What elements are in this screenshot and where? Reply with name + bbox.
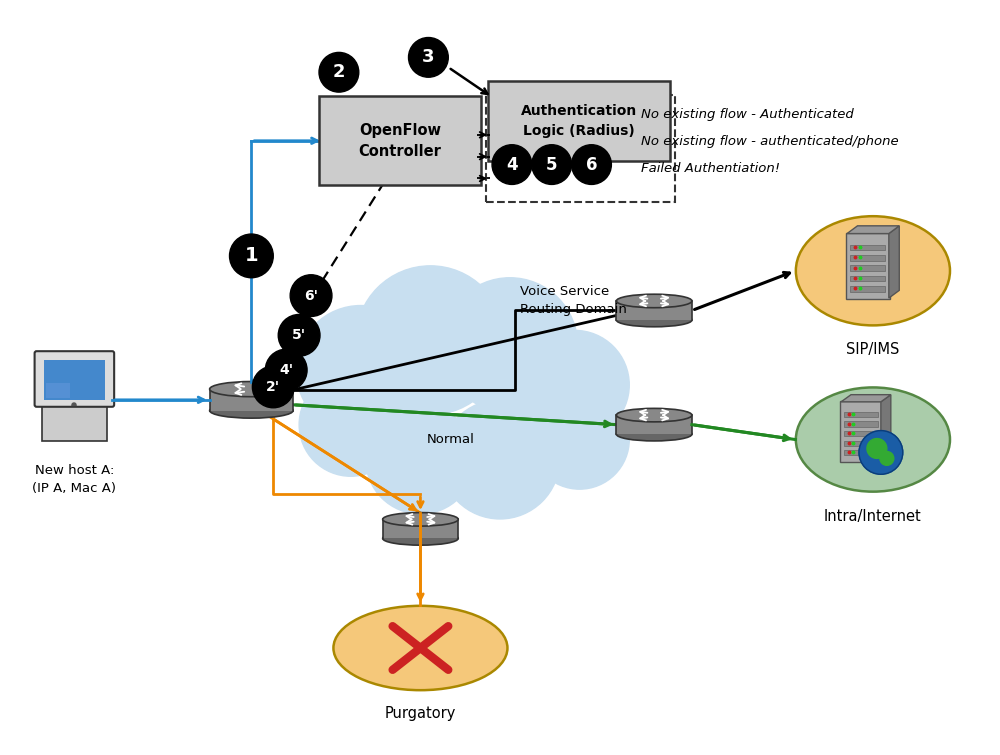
Text: No existing flow - authenticated/phone: No existing flow - authenticated/phone <box>641 135 899 148</box>
Circle shape <box>299 373 403 476</box>
Circle shape <box>265 350 307 391</box>
Ellipse shape <box>616 294 692 308</box>
FancyBboxPatch shape <box>616 415 692 434</box>
Ellipse shape <box>796 216 950 325</box>
Circle shape <box>442 278 578 413</box>
FancyBboxPatch shape <box>383 519 458 538</box>
Text: Intra/Internet: Intra/Internet <box>824 509 922 524</box>
Circle shape <box>492 145 532 184</box>
Polygon shape <box>847 226 899 233</box>
Text: 4': 4' <box>279 363 293 377</box>
Text: 5': 5' <box>292 328 306 342</box>
Text: OpenFlow
Controller: OpenFlow Controller <box>359 123 441 159</box>
FancyBboxPatch shape <box>840 401 882 462</box>
FancyBboxPatch shape <box>35 351 114 407</box>
Circle shape <box>319 52 359 92</box>
Circle shape <box>230 234 273 278</box>
Ellipse shape <box>210 381 293 396</box>
FancyBboxPatch shape <box>488 82 670 161</box>
Text: 1: 1 <box>245 246 258 266</box>
Circle shape <box>532 145 572 184</box>
FancyBboxPatch shape <box>844 431 878 436</box>
FancyBboxPatch shape <box>850 265 885 271</box>
Ellipse shape <box>796 387 950 492</box>
Text: 6': 6' <box>304 288 318 303</box>
Circle shape <box>356 266 505 414</box>
Text: Authentication
Logic (Radius): Authentication Logic (Radius) <box>521 104 637 137</box>
FancyBboxPatch shape <box>844 440 878 446</box>
FancyBboxPatch shape <box>850 276 885 282</box>
FancyBboxPatch shape <box>42 407 107 440</box>
Circle shape <box>366 405 475 514</box>
FancyBboxPatch shape <box>850 286 885 291</box>
Circle shape <box>880 451 894 465</box>
Ellipse shape <box>210 403 293 418</box>
Ellipse shape <box>383 513 458 526</box>
FancyBboxPatch shape <box>44 360 105 400</box>
Text: 2: 2 <box>333 63 345 82</box>
Text: Voice Service
Routing Domain: Voice Service Routing Domain <box>520 285 627 316</box>
Text: Normal: Normal <box>426 433 474 445</box>
FancyBboxPatch shape <box>846 233 890 299</box>
FancyBboxPatch shape <box>210 389 293 411</box>
Text: Purgatory: Purgatory <box>385 706 456 720</box>
Circle shape <box>252 366 294 408</box>
Circle shape <box>530 390 629 489</box>
Ellipse shape <box>616 408 692 422</box>
Circle shape <box>867 439 887 458</box>
Ellipse shape <box>333 606 507 690</box>
Polygon shape <box>881 395 891 461</box>
Text: New host A:
(IP A, Mac A): New host A: (IP A, Mac A) <box>32 464 116 495</box>
Polygon shape <box>889 226 899 298</box>
FancyBboxPatch shape <box>46 383 70 398</box>
FancyBboxPatch shape <box>844 421 878 427</box>
Text: SIP/IMS: SIP/IMS <box>846 342 900 357</box>
Circle shape <box>409 38 448 77</box>
Circle shape <box>520 331 629 439</box>
FancyBboxPatch shape <box>850 255 885 260</box>
Ellipse shape <box>616 313 692 327</box>
Polygon shape <box>841 395 891 402</box>
Circle shape <box>296 306 425 435</box>
FancyBboxPatch shape <box>850 245 885 251</box>
Circle shape <box>278 315 320 356</box>
Text: No existing flow - Authenticated: No existing flow - Authenticated <box>641 109 854 122</box>
Circle shape <box>440 400 560 519</box>
Ellipse shape <box>616 427 692 441</box>
Text: 6: 6 <box>586 156 597 174</box>
Text: 2': 2' <box>266 380 280 394</box>
FancyBboxPatch shape <box>844 412 878 418</box>
Text: Failed Authentiation!: Failed Authentiation! <box>641 162 780 175</box>
Ellipse shape <box>383 532 458 545</box>
Circle shape <box>859 430 903 474</box>
FancyBboxPatch shape <box>844 450 878 455</box>
Text: 5: 5 <box>546 156 557 174</box>
Text: 3: 3 <box>422 48 435 66</box>
Circle shape <box>290 275 332 316</box>
FancyBboxPatch shape <box>319 96 481 186</box>
Circle shape <box>572 145 611 184</box>
Text: 4: 4 <box>506 156 518 174</box>
FancyBboxPatch shape <box>616 301 692 320</box>
